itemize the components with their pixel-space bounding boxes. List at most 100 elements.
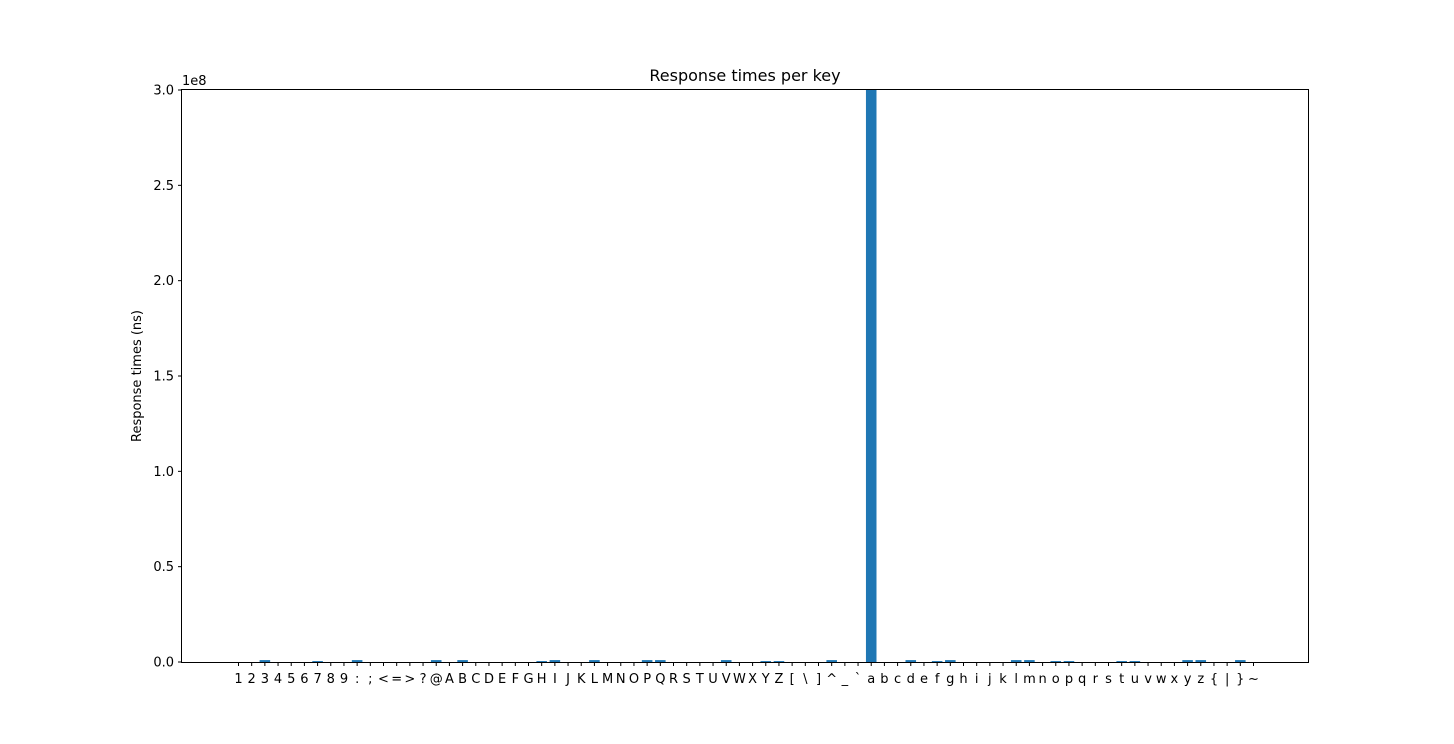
- y-tick-label: 0.0: [153, 656, 174, 671]
- x-tick-label: ~: [1248, 672, 1259, 687]
- y-ticks-group: 0.0 0.5 1.0 1.5 2.0 2.5 3.0: [153, 84, 182, 671]
- x-tick-label: R: [669, 672, 678, 687]
- x-tick-label: 2: [248, 672, 256, 687]
- x-tick-label: >: [404, 672, 415, 687]
- x-tick-label: Z: [775, 672, 784, 687]
- x-tick-label: Q: [655, 672, 665, 687]
- bar: [351, 660, 363, 662]
- x-tick-label: a: [867, 672, 875, 687]
- bar: [945, 660, 956, 662]
- x-tick-label: S: [683, 672, 691, 687]
- bar: [259, 660, 271, 662]
- x-tick-label: H: [537, 672, 547, 687]
- bar: [826, 660, 837, 662]
- bar: [1010, 660, 1022, 662]
- x-tick-label: P: [643, 672, 651, 687]
- x-tick-label: N: [616, 672, 626, 687]
- x-tick-label: f: [935, 672, 940, 687]
- x-ticks-group: 1 2 3 4 5 6 7 8 9:; < = >? @ A B C D E F G H I J K L M N O P Q R S T U V W X…: [234, 662, 1259, 687]
- x-tick-label: _: [841, 672, 849, 687]
- x-tick-label: t: [1119, 672, 1124, 687]
- y-tick-label: 0.5: [153, 560, 174, 575]
- x-tick-label: D: [484, 672, 494, 687]
- x-tick-label: j: [987, 672, 992, 687]
- x-tick-label: F: [512, 672, 519, 687]
- x-tick-label: g: [946, 672, 954, 687]
- x-tick-label: z: [1197, 672, 1204, 687]
- x-tick-label: b: [880, 672, 888, 687]
- bar: [905, 660, 917, 662]
- bar: [1129, 661, 1141, 662]
- x-tick-label: s: [1105, 672, 1112, 687]
- x-tick-label: :: [355, 672, 359, 687]
- bar: [865, 90, 877, 662]
- x-tick-label: \: [803, 672, 808, 687]
- x-tick-label: W: [733, 672, 746, 687]
- x-tick-label: k: [999, 672, 1007, 687]
- x-tick-label: x: [1171, 672, 1179, 687]
- bar: [720, 660, 732, 662]
- bar: [773, 661, 785, 662]
- y-tick-label: 1.0: [153, 465, 174, 480]
- y-tick-label: 3.0: [153, 84, 174, 99]
- x-tick-label: L: [591, 672, 599, 687]
- bar: [536, 661, 547, 662]
- x-tick-label: C: [471, 672, 480, 687]
- bar: [641, 660, 653, 662]
- x-tick-label: ;: [368, 672, 372, 687]
- x-tick-label: `: [855, 672, 862, 687]
- x-tick-label: A: [445, 672, 454, 687]
- x-tick-label: r: [1093, 672, 1099, 687]
- x-tick-label: J: [565, 672, 570, 687]
- x-tick-label: Y: [761, 672, 770, 687]
- y-axis-offset-label: 1e8: [182, 74, 207, 89]
- x-tick-label: ]: [816, 672, 821, 687]
- x-tick-label: K: [577, 672, 586, 687]
- x-tick-label: B: [458, 672, 467, 687]
- y-tick-label: 2.5: [153, 179, 174, 194]
- x-tick-label: ?: [420, 672, 427, 687]
- bar: [1024, 660, 1035, 662]
- x-tick-label: }: [1236, 672, 1244, 687]
- x-tick-label: y: [1184, 672, 1192, 687]
- x-tick-label: p: [1065, 672, 1073, 687]
- bar: [1050, 661, 1062, 662]
- x-tick-label: E: [498, 672, 506, 687]
- x-tick-label: v: [1144, 672, 1152, 687]
- x-tick-label: 4: [274, 672, 282, 687]
- x-tick-label: h: [959, 672, 967, 687]
- x-tick-label: G: [523, 672, 533, 687]
- bar: [589, 660, 600, 662]
- x-tick-label: ^: [826, 672, 837, 687]
- bar: [1063, 661, 1075, 662]
- bar: [1116, 661, 1127, 662]
- x-tick-label: O: [629, 672, 639, 687]
- bar: [931, 661, 943, 662]
- y-tick-label: 1.5: [153, 370, 174, 385]
- x-tick-label: i: [975, 672, 979, 687]
- x-tick-label: I: [553, 672, 557, 687]
- x-tick-label: e: [920, 672, 928, 687]
- x-tick-label: |: [1225, 672, 1229, 687]
- x-tick-label: q: [1078, 672, 1086, 687]
- bar: [430, 660, 442, 662]
- x-tick-label: 5: [287, 672, 295, 687]
- x-tick-label: n: [1038, 672, 1046, 687]
- x-tick-label: X: [748, 672, 757, 687]
- chart-title: Response times per key: [649, 66, 840, 85]
- x-tick-label: 6: [300, 672, 308, 687]
- x-tick-label: c: [894, 672, 901, 687]
- x-tick-label: {: [1210, 672, 1218, 687]
- x-tick-label: 8: [327, 672, 335, 687]
- bar: [549, 660, 561, 662]
- bar: [760, 661, 772, 662]
- x-tick-label: V: [722, 672, 731, 687]
- x-tick-label: 1: [234, 672, 242, 687]
- x-tick-label: [: [790, 672, 795, 687]
- x-tick-label: 3: [261, 672, 269, 687]
- x-tick-label: w: [1156, 672, 1167, 687]
- x-tick-label: U: [708, 672, 718, 687]
- plot-frame: [181, 89, 1309, 663]
- x-tick-label: T: [695, 672, 704, 687]
